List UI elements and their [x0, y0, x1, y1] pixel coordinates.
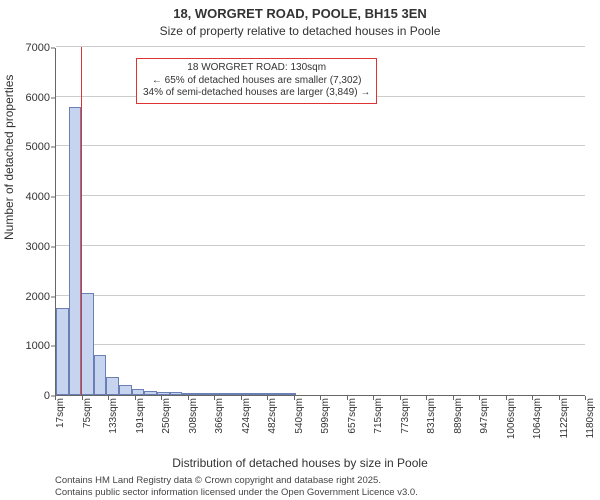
y-tick-label: 2000 [20, 291, 50, 303]
x-tick-label: 1006sqm [506, 398, 517, 446]
annotation-line1: 18 WORGRET ROAD: 130sqm [143, 62, 370, 75]
x-tick-label: 540sqm [294, 398, 305, 446]
histogram-bar [258, 393, 271, 395]
y-tick-label: 4000 [20, 191, 50, 203]
annotation-line3: 34% of semi-detached houses are larger (… [143, 87, 370, 100]
histogram-bar [157, 392, 170, 395]
histogram-bar [132, 389, 145, 395]
footer-line1: Contains HM Land Registry data © Crown c… [55, 475, 418, 486]
marker-line [81, 47, 82, 395]
histogram-bar [144, 391, 157, 395]
x-tick-label: 75sqm [82, 398, 93, 446]
x-tick-label: 482sqm [267, 398, 278, 446]
footer-line2: Contains public sector information licen… [55, 487, 418, 498]
histogram-bar [56, 308, 69, 395]
x-tick-label: 947sqm [479, 398, 490, 446]
y-tick-label: 5000 [20, 141, 50, 153]
histogram-bar [94, 355, 107, 395]
x-tick-label: 599sqm [320, 398, 331, 446]
histogram-bar [245, 393, 258, 395]
histogram-bar [271, 393, 284, 395]
x-tick-label: 657sqm [347, 398, 358, 446]
y-tick-label: 1000 [20, 340, 50, 352]
x-tick-label: 715sqm [373, 398, 384, 446]
y-axis-label: Number of detached properties [2, 75, 16, 240]
x-tick-label: 831sqm [426, 398, 437, 446]
annotation-box: 18 WORGRET ROAD: 130sqm ← 65% of detache… [136, 58, 377, 104]
histogram-bar [233, 393, 246, 395]
x-tick-label: 17sqm [55, 398, 66, 446]
x-tick-label: 773sqm [400, 398, 411, 446]
chart-subtitle: Size of property relative to detached ho… [0, 24, 600, 38]
histogram-bar [207, 393, 220, 395]
y-tick-label: 7000 [20, 42, 50, 54]
histogram-bar [106, 377, 119, 395]
y-tick-label: 0 [20, 390, 50, 402]
plot-area: 18 WORGRET ROAD: 130sqm ← 65% of detache… [55, 48, 585, 396]
histogram-bar [81, 293, 94, 395]
x-tick-label: 889sqm [453, 398, 464, 446]
chart-container: 18, WORGRET ROAD, POOLE, BH15 3EN Size o… [0, 0, 600, 500]
annotation-line2: ← 65% of detached houses are smaller (7,… [143, 75, 370, 88]
histogram-bar [220, 393, 233, 395]
chart-title: 18, WORGRET ROAD, POOLE, BH15 3EN [0, 6, 600, 21]
x-tick-label: 1180sqm [585, 398, 596, 446]
grid-line [56, 46, 585, 47]
histogram-bar [283, 393, 296, 395]
histogram-bar [69, 107, 82, 395]
histogram-bar [195, 393, 208, 395]
x-tick-label: 424sqm [241, 398, 252, 446]
x-tick-label: 366sqm [214, 398, 225, 446]
y-tick-label: 6000 [20, 92, 50, 104]
histogram-bar [170, 392, 183, 395]
histogram-bar [182, 393, 195, 395]
histogram-bar [119, 385, 132, 395]
x-tick-label: 308sqm [188, 398, 199, 446]
footer-attribution: Contains HM Land Registry data © Crown c… [55, 475, 418, 498]
x-tick-label: 191sqm [135, 398, 146, 446]
y-tick-label: 3000 [20, 241, 50, 253]
x-tick-label: 133sqm [108, 398, 119, 446]
x-tick-label: 1122sqm [559, 398, 570, 446]
x-tick-label: 1064sqm [532, 398, 543, 446]
x-tick-label: 250sqm [161, 398, 172, 446]
x-axis-label: Distribution of detached houses by size … [0, 456, 600, 470]
